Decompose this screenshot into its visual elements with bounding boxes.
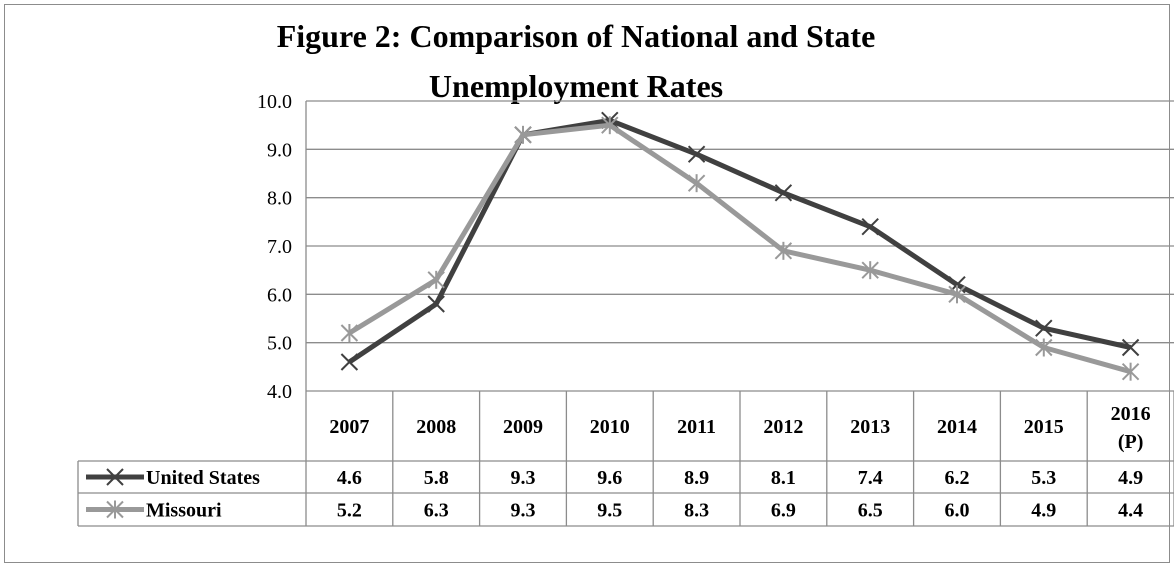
data-label: 6.9 (771, 500, 796, 522)
data-label: 7.4 (858, 467, 883, 489)
marker-stroke (340, 353, 359, 371)
marker-stroke (861, 217, 879, 236)
category-label: 2009 (503, 416, 543, 438)
legend-key (86, 500, 144, 519)
y-tick-label: 4.0 (267, 381, 292, 403)
chart-frame (4, 4, 1170, 563)
category-label: 2012 (763, 416, 803, 438)
marker-stroke (1121, 338, 1140, 357)
data-label: 5.3 (1031, 467, 1056, 489)
category-label: 2014 (937, 416, 977, 438)
y-tick-label: 5.0 (267, 333, 292, 355)
data-label: 5.8 (424, 467, 449, 489)
chart-title-line: Unemployment Rates (429, 68, 723, 104)
data-label: 4.6 (337, 467, 362, 489)
y-tick-label: 8.0 (267, 188, 292, 210)
marker-stroke (1035, 319, 1053, 337)
data-label: 8.3 (684, 500, 709, 522)
data-label: 6.5 (858, 500, 883, 522)
series-point (687, 174, 706, 193)
series-line (348, 117, 1132, 365)
data-label: 6.2 (945, 467, 970, 489)
data-label: 9.5 (597, 500, 622, 522)
marker-stroke (774, 184, 793, 202)
series-point (427, 295, 445, 313)
y-tick-label: 9.0 (267, 139, 292, 161)
data-label: 8.9 (684, 467, 709, 489)
series-point (861, 217, 879, 236)
series-point (1035, 319, 1053, 337)
data-label: 9.3 (511, 500, 536, 522)
data-label: 8.1 (771, 467, 796, 489)
y-tick-label: 10.0 (257, 91, 292, 113)
category-label: 2008 (416, 416, 456, 438)
series-point (1121, 338, 1140, 357)
category-label: 2016 (1111, 403, 1151, 425)
gridlines (305, 100, 1174, 392)
series-point (1035, 338, 1053, 357)
marker-stroke (427, 295, 445, 313)
data-table: 2007 2008 2009 2010 2011 2012 2013 2014 2015 2016… (77, 391, 1174, 527)
category-label: 2013 (850, 416, 890, 438)
category-label: 2010 (590, 416, 630, 438)
series-point (774, 184, 793, 202)
series-point (774, 241, 793, 260)
series-line (348, 122, 1132, 375)
category-label: (P) (1118, 431, 1144, 453)
chart-title: Figure 2: Comparison of National and Sta… (277, 18, 876, 104)
series-point (687, 145, 706, 163)
y-axis-ticks: 4.0 5.0 6.0 7.0 8.0 9.0 10.0 (257, 91, 292, 403)
category-label: 2007 (329, 416, 369, 438)
data-label: 9.3 (511, 467, 536, 489)
series-point (1121, 362, 1140, 381)
legend-series-name: United States (146, 467, 260, 489)
chart-title-line: Figure 2: Comparison of National and Sta… (277, 18, 876, 54)
data-label: 4.4 (1118, 500, 1143, 522)
data-label: 9.6 (597, 467, 622, 489)
series-point (340, 353, 359, 371)
data-label: 4.9 (1031, 500, 1056, 522)
marker-stroke (687, 145, 706, 163)
series-point (601, 116, 619, 135)
category-label: 2011 (677, 416, 716, 438)
marker-stroke (106, 468, 124, 486)
series-point (427, 270, 445, 289)
series-point (861, 261, 879, 280)
series-point (514, 125, 532, 144)
series-point (340, 324, 359, 342)
data-label: 5.2 (337, 500, 362, 522)
y-tick-label: 7.0 (267, 236, 292, 258)
data-label: 6.0 (945, 500, 970, 522)
y-tick-label: 6.0 (267, 284, 292, 306)
legend-key (86, 468, 144, 486)
data-label: 6.3 (424, 500, 449, 522)
category-label: 2015 (1024, 416, 1064, 438)
series-point (948, 285, 966, 304)
legend-series-name: Missouri (146, 500, 222, 522)
data-label: 4.9 (1118, 467, 1143, 489)
series-lines (340, 111, 1140, 381)
